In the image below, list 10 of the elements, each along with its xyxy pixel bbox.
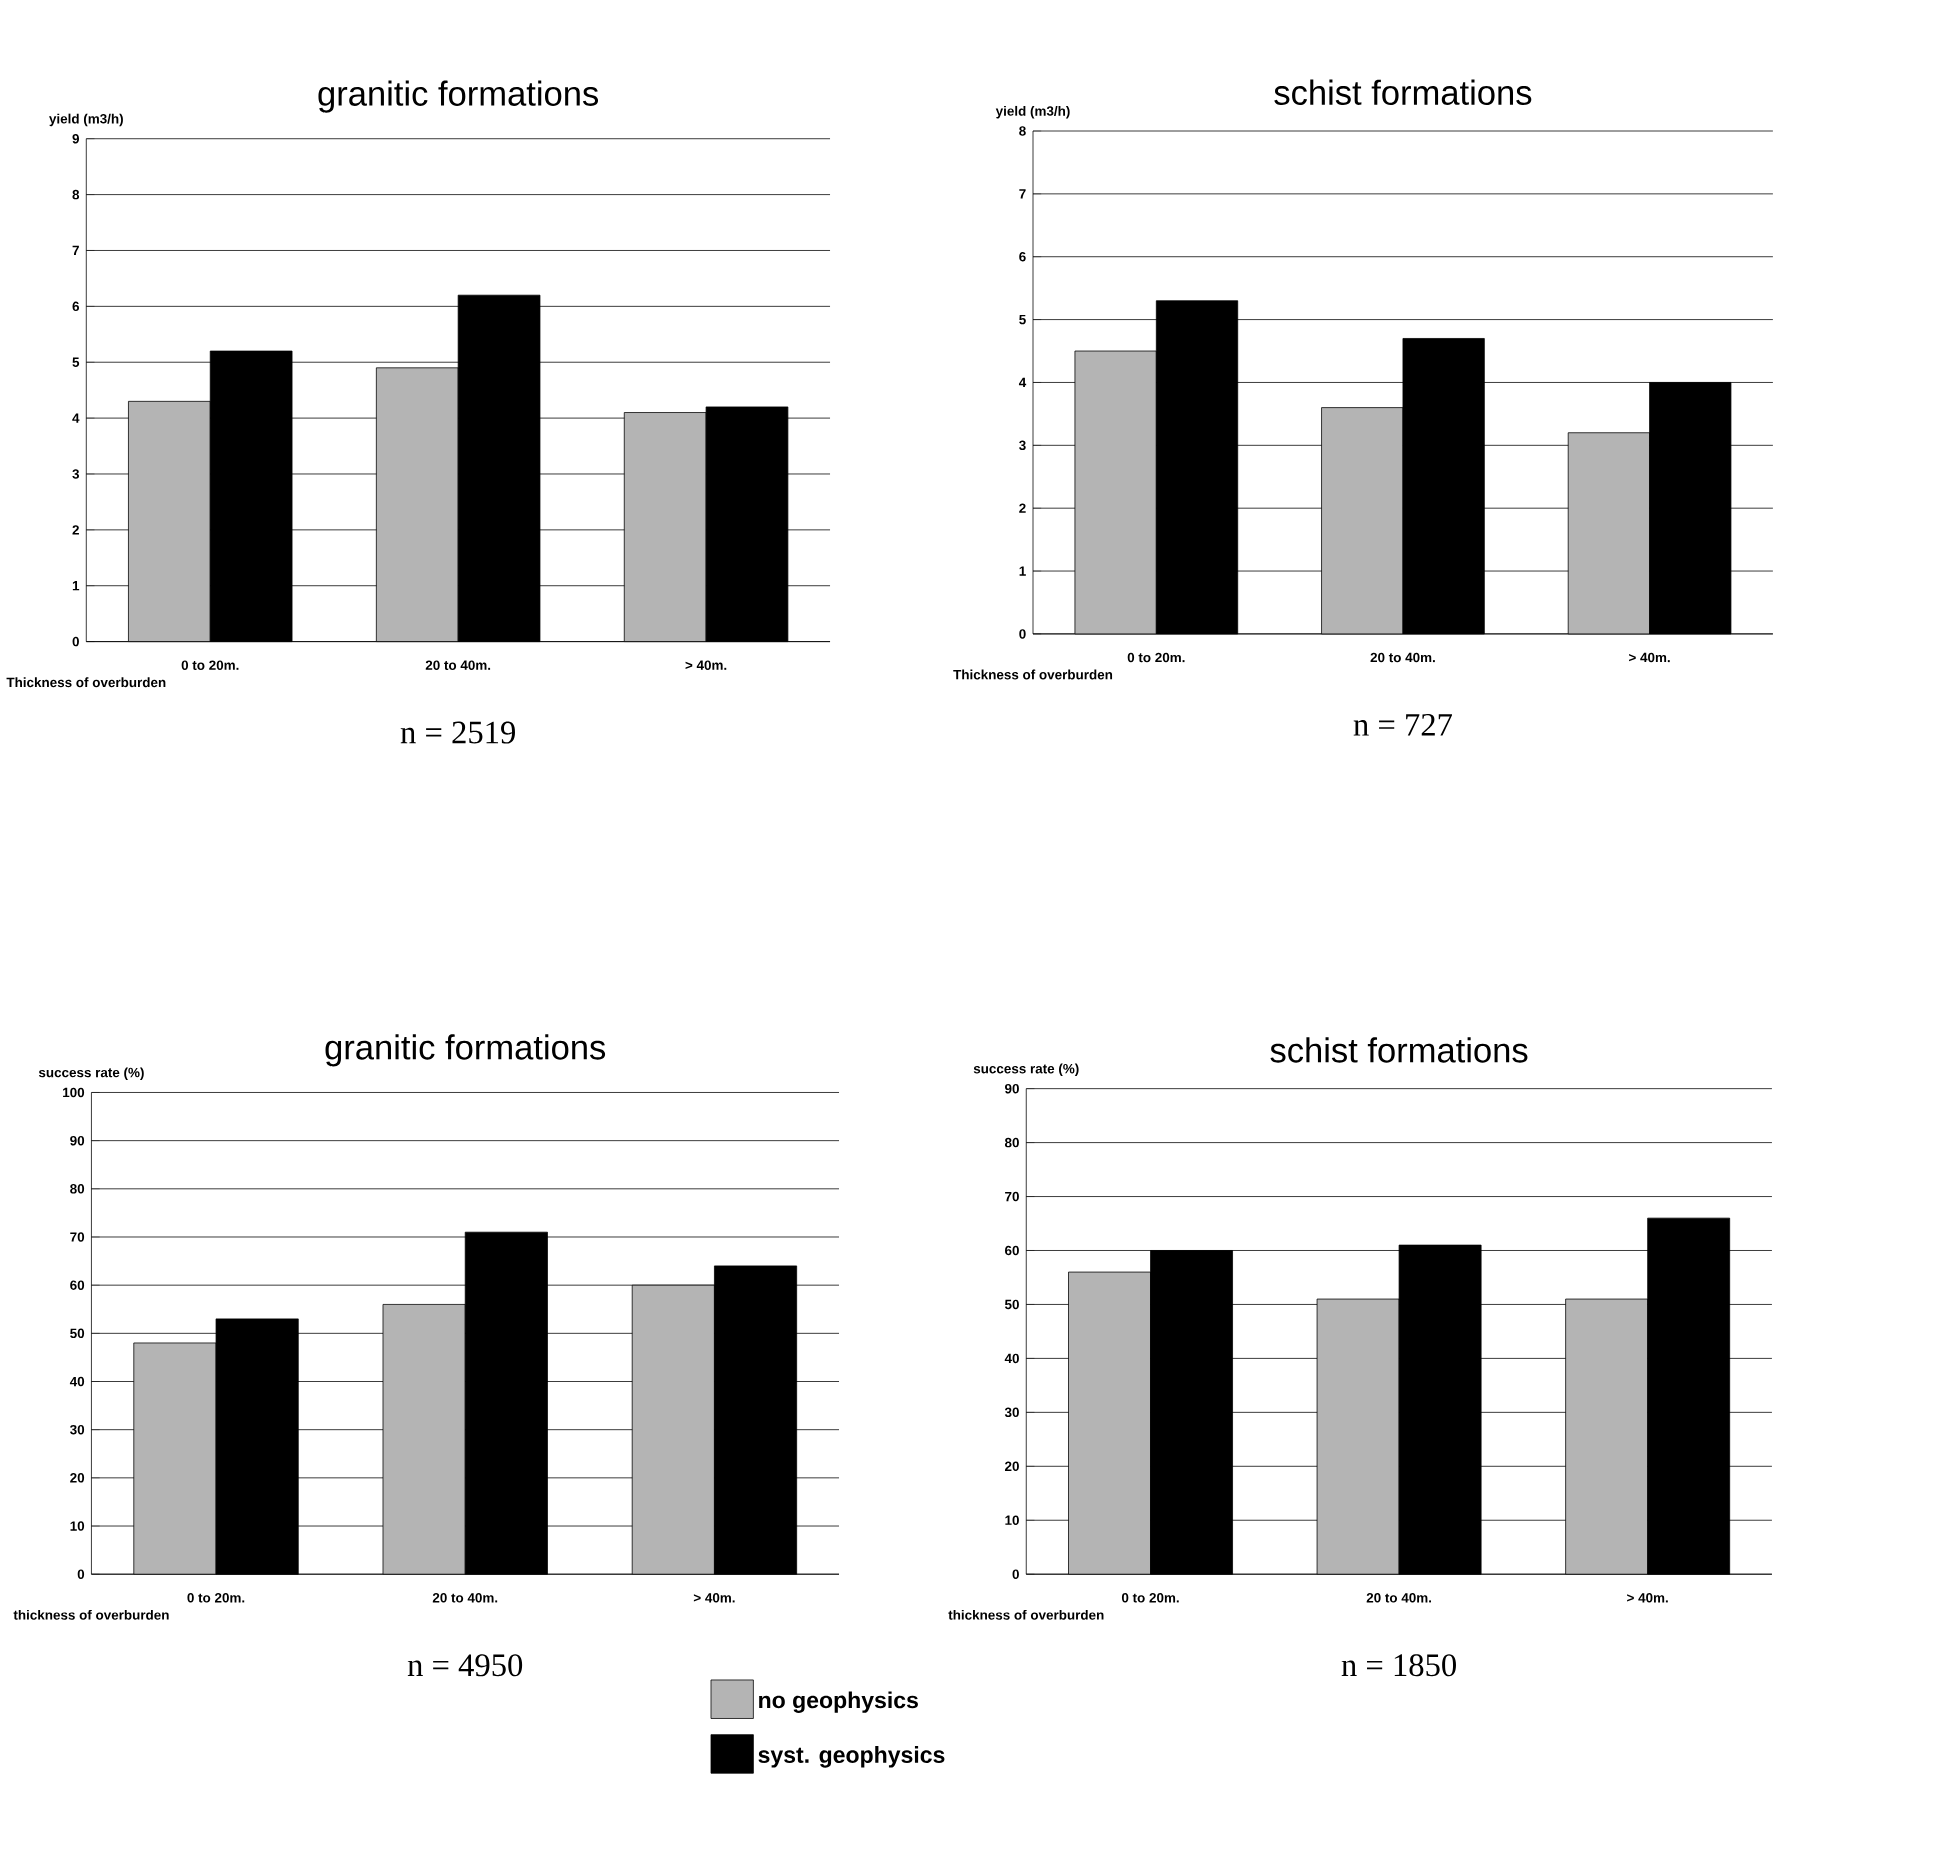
legend-label: syst. geophysics	[758, 1746, 945, 1769]
legend-label: no geophysics	[759, 1691, 918, 1714]
chart-title: schist formations	[1270, 1037, 1528, 1064]
text: n = 2519	[400, 722, 515, 745]
text: n = 727	[1353, 714, 1453, 736]
text: n = 1850	[1341, 1654, 1456, 1677]
chart-title: granitic formations	[325, 1034, 606, 1067]
chart-title: granitic formations	[318, 80, 599, 114]
chart-title: schist formations	[1274, 80, 1532, 106]
text: n = 4950	[407, 1654, 523, 1677]
